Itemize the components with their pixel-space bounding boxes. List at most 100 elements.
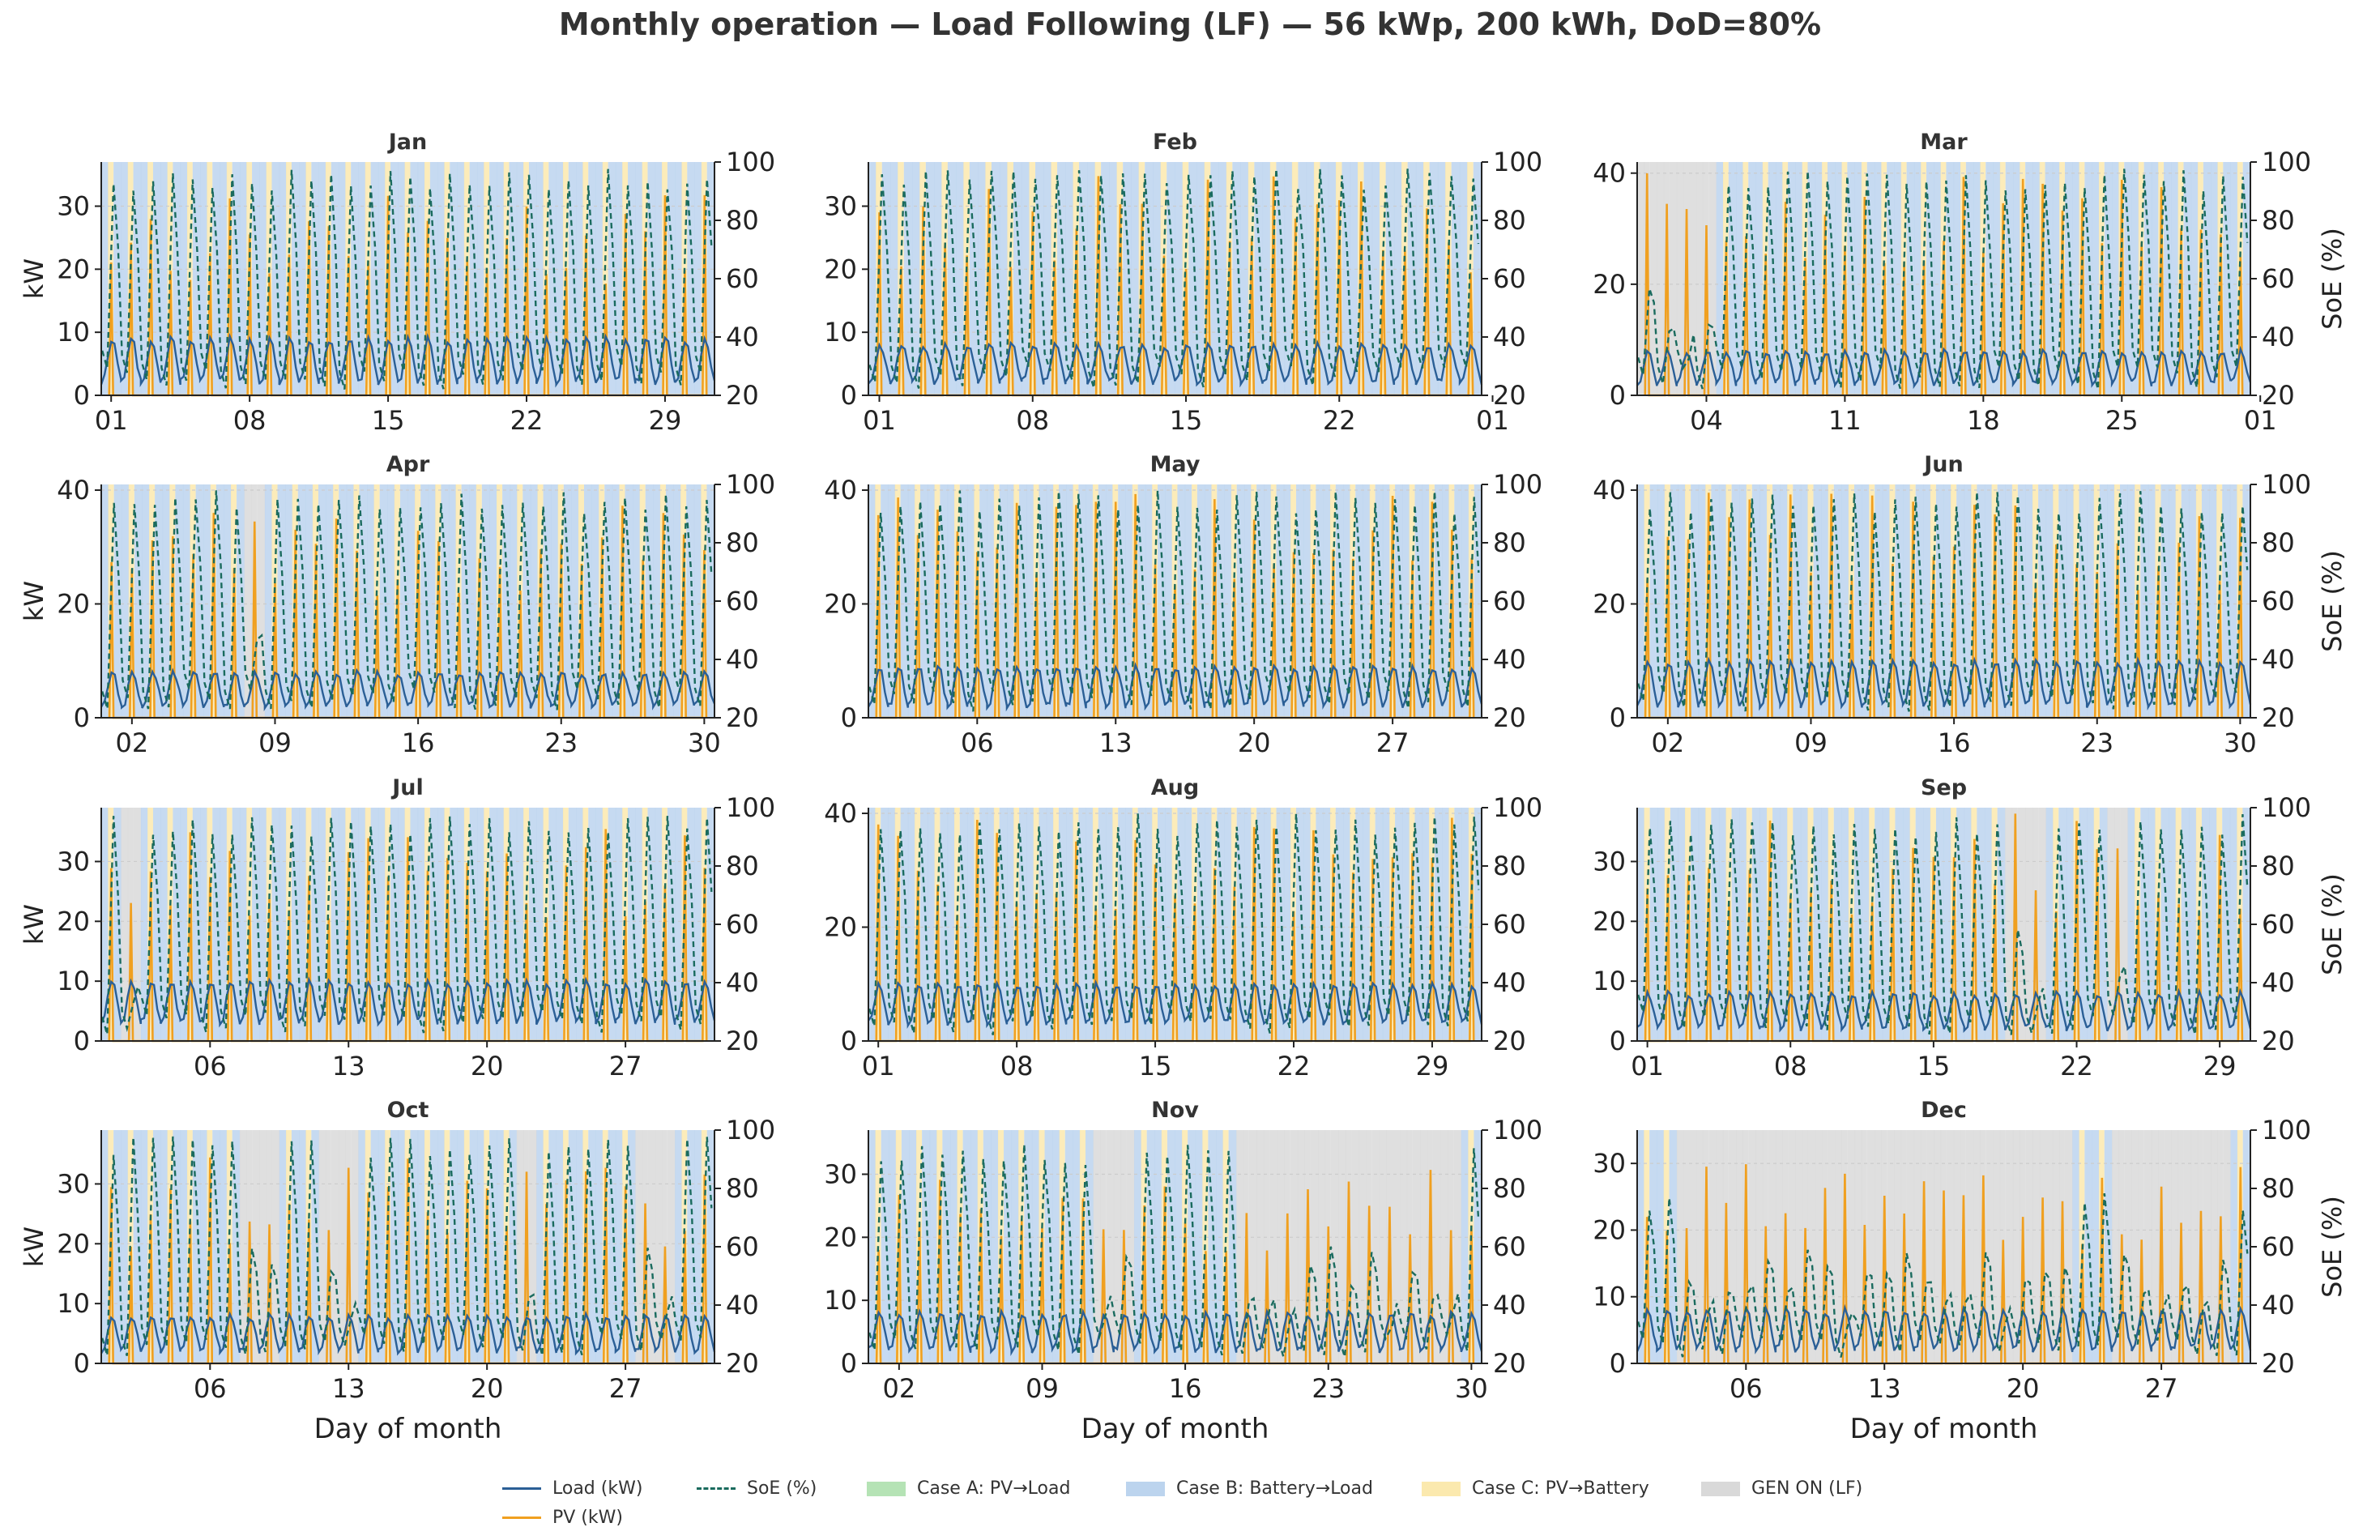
band-oct-night-5 [180,1130,188,1363]
band-oct-evening-16 [410,1130,419,1363]
band-sep-evening-4 [1711,808,1720,1041]
band-aug-night-18 [1205,808,1212,1041]
band-sep-night-5 [1718,808,1727,1041]
band-sep-night-17 [1964,808,1972,1041]
band-nov-night-13 [1113,1130,1121,1363]
band-oct-night-1 [101,1130,109,1363]
band-mar-night-19 [1993,162,2001,395]
band-aug-night-12 [1086,808,1094,1041]
band-sep-night-21 [2045,808,2054,1041]
band-oct-evening-30 [687,1130,696,1363]
soe-line-jul [101,816,713,1035]
band-jan-evening-17 [429,162,438,395]
band-mar-night-8 [1775,162,1783,395]
band-nov-evening-28 [1432,1130,1442,1363]
band-apr-night-1 [101,484,109,718]
band-may-evening-26 [1375,484,1384,718]
band-feb-night-1 [868,162,877,395]
legend-swatch-pv [502,1517,541,1519]
xtick-label-jun-3: 23 [2080,727,2113,758]
band-mar-night-11 [1835,162,1842,395]
band-dec-evening-9 [1807,1130,1816,1363]
band-nov-night-4 [929,1130,937,1363]
band-feb-night-3 [912,162,920,395]
ytick-left-label-feb-2: 20 [824,254,857,284]
band-jan-night-27 [615,162,623,395]
band-feb-evening-28 [1473,162,1482,395]
band-dec-evening-10 [1827,1130,1836,1363]
band-jun-evening-25 [2140,484,2149,718]
band-jul-night-11 [299,808,306,1041]
band-nov-night-8 [1011,1130,1019,1363]
band-dec-night-15 [1913,1130,1921,1363]
legend-label-soe: SoE (%) [747,1478,817,1499]
legend-item-gen-on: GEN ON (LF) [1701,1478,1862,1499]
xtick-label-mar-3: 25 [2105,405,2139,436]
xtick-label-sep-1: 08 [1774,1051,1807,1081]
legend-item-case-b: Case B: Battery→Load [1126,1478,1373,1499]
band-jun-evening-28 [2201,484,2211,718]
band-dec-night-24 [2092,1130,2100,1363]
legend-swatch-soe [697,1487,736,1490]
band-jul-evening-3 [152,808,161,1041]
band-nov-evening-7 [1004,1130,1013,1363]
band-dec-night-22 [2052,1130,2060,1363]
band-may-night-12 [1086,484,1094,718]
band-oct-night-22 [516,1130,524,1363]
band-jan-evening-19 [469,162,478,395]
band-mar-evening-2 [1669,162,1678,395]
band-mar-evening-27 [2164,162,2172,395]
band-jan-night-20 [476,162,484,395]
legend-swatch-gen-on [1701,1481,1740,1496]
band-nov-evening-17 [1208,1130,1217,1363]
band-dec-evening-2 [1669,1130,1678,1363]
band-feb-night-28 [1459,162,1468,395]
band-jun-night-27 [2169,484,2177,718]
band-mar-evening-12 [1866,162,1875,395]
band-jul-night-14 [358,808,366,1041]
band-jul-evening-1 [113,808,122,1041]
band-dec-evening-15 [1926,1130,1934,1363]
ytick-right-label-jun-3: 80 [2262,527,2295,558]
band-apr-night-22 [530,484,538,718]
band-nov-night-26 [1379,1130,1387,1363]
band-mar-evening-13 [1887,162,1895,395]
band-aug-evening-17 [1196,808,1205,1041]
band-feb-night-19 [1262,162,1271,395]
band-aug-evening-26 [1375,808,1384,1041]
ytick-right-label-feb-0: 20 [1493,380,1526,411]
band-jun-night-26 [2148,484,2156,718]
band-oct-evening-21 [509,1130,518,1363]
band-apr-evening-1 [113,484,122,718]
ytick-left-label-dec-3: 30 [1593,1148,1626,1179]
band-dec-evening-8 [1788,1130,1796,1363]
band-jul-night-19 [457,808,465,1041]
ytick-right-label-apr-1: 40 [726,644,759,675]
band-jan-night-15 [377,162,386,395]
band-jan-evening-9 [271,162,280,395]
band-oct-evening-11 [311,1130,320,1363]
band-jul-night-2 [121,808,129,1041]
band-jul-night-25 [576,808,583,1041]
band-apr-evening-20 [502,484,511,718]
band-dec-evening-29 [2203,1130,2212,1363]
soe-line-sep [1637,814,2249,1035]
band-aug-night-26 [1363,808,1371,1041]
band-apr-night-20 [489,484,497,718]
band-sep-night-20 [2025,808,2033,1041]
band-jul-night-30 [675,808,682,1041]
band-oct-night-14 [358,1130,366,1363]
band-sep-evening-5 [1731,808,1740,1041]
band-apr-night-25 [591,484,599,718]
band-jan-evening-31 [706,162,715,395]
band-apr-night-4 [162,484,170,718]
soe-line-jan [101,169,713,390]
legend-item-soe: SoE (%) [697,1478,817,1499]
band-mar-evening-16 [1946,162,1955,395]
band-sep-evening-17 [1977,808,1985,1041]
band-mar-evening-24 [2104,162,2113,395]
ylabel-right-jun: SoE (%) [2317,550,2348,652]
band-feb-night-15 [1175,162,1184,395]
band-oct-night-19 [457,1130,465,1363]
legend-swatch-case-c [1422,1481,1461,1496]
